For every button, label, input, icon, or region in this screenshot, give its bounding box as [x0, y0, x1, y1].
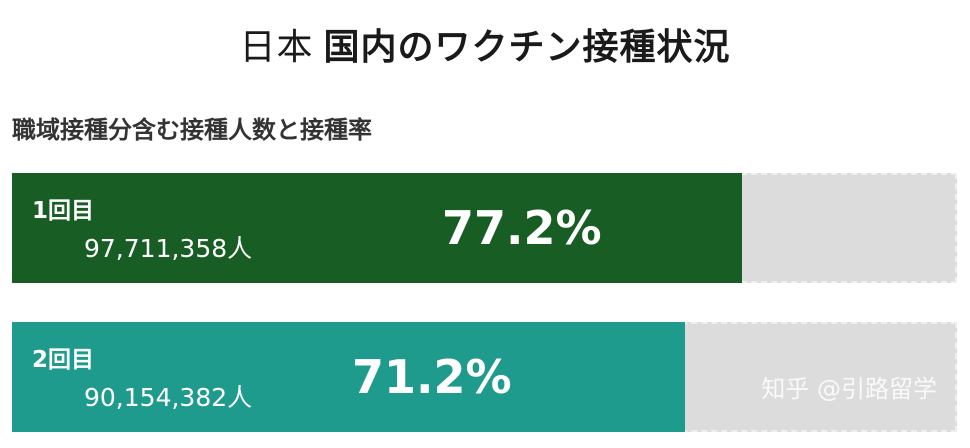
bar-fill-dose1 — [12, 173, 742, 283]
bar-value-label-dose2: 71.2% — [352, 350, 512, 404]
chart-title: 日本 国内のワクチン接種状況 — [0, 18, 970, 70]
bar-fill-dose2 — [12, 322, 685, 432]
bar-label-dose1: 1回目 — [32, 198, 95, 224]
watermark: 知乎 @引路留学 — [761, 375, 937, 403]
chart-subtitle: 職域接種分含む接種人数と接種率 — [12, 116, 372, 144]
title-country: 日本 — [239, 27, 314, 68]
bar-value-label-dose1: 77.2% — [442, 201, 602, 255]
bar-label-dose2: 2回目 — [32, 347, 95, 373]
bar-row-dose2: 2回目 90,154,382人 71.2% 知乎 @引路留学 — [12, 322, 957, 432]
bar-count-dose2: 90,154,382人 — [84, 383, 253, 412]
bar-count-dose1: 97,711,358人 — [84, 234, 253, 263]
title-text: 国内のワクチン接種状況 — [323, 27, 731, 68]
bar-row-dose1: 1回目 97,711,358人 77.2% — [12, 173, 957, 283]
